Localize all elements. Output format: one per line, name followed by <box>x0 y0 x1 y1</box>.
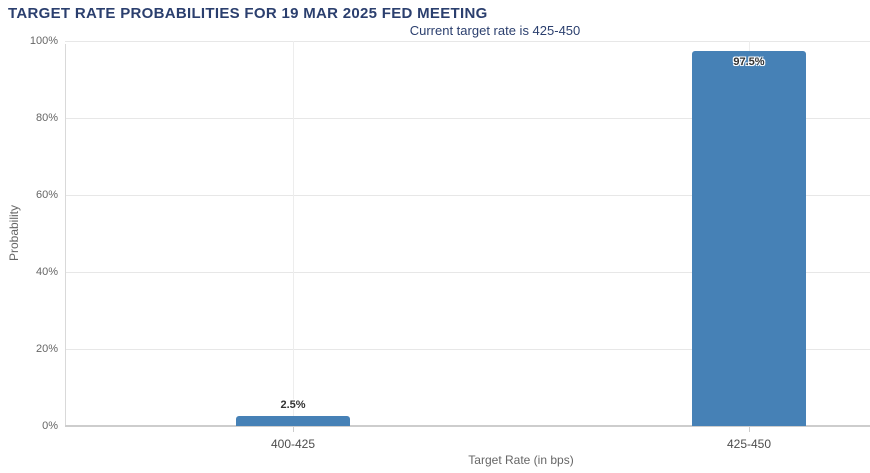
y-gridline <box>65 40 870 42</box>
category-gridline <box>293 41 294 426</box>
chart-subtitle: Current target rate is 425-450 <box>409 23 581 38</box>
x-axis-title: Target Rate (in bps) <box>468 453 574 467</box>
y-tick-label: 60% <box>35 189 58 201</box>
x-tick-label: 400-425 <box>270 437 316 451</box>
y-gridline <box>65 271 870 273</box>
bar-data-label: 97.5% <box>733 56 765 68</box>
y-tick-label: 0% <box>42 420 58 432</box>
x-axis-tick <box>293 427 294 432</box>
x-axis-line <box>65 425 870 427</box>
bar-400-425 <box>236 416 350 426</box>
bar-425-450 <box>692 51 806 426</box>
y-tick-label: 80% <box>35 112 58 124</box>
y-gridline <box>65 194 870 196</box>
y-tick-label: 20% <box>35 343 58 355</box>
chart-title: TARGET RATE PROBABILITIES FOR 19 MAR 202… <box>8 5 488 22</box>
y-axis-line <box>65 44 66 426</box>
x-axis-tick <box>749 427 750 432</box>
x-tick-label: 425-450 <box>726 437 772 451</box>
y-gridline <box>65 348 870 350</box>
y-tick-label: 40% <box>35 266 58 278</box>
y-gridline <box>65 117 870 119</box>
bar-data-label: 2.5% <box>280 399 306 411</box>
y-tick-label: 100% <box>29 35 58 47</box>
